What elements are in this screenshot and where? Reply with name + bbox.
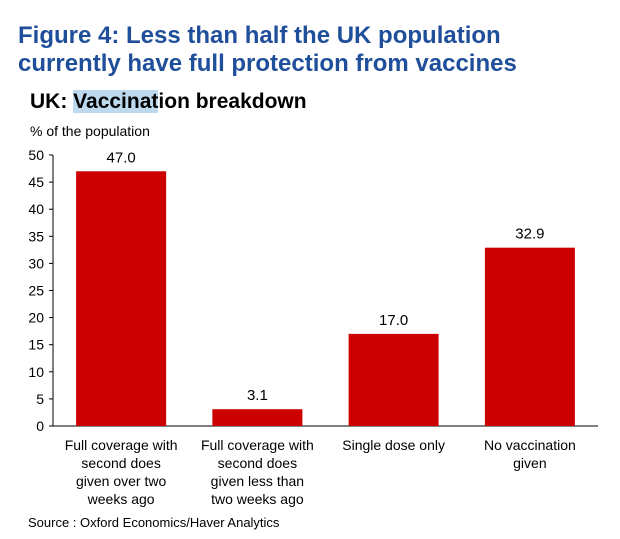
x-tick-label-line: two weeks ago bbox=[211, 491, 304, 507]
x-tick-label: Full coverage with second does given less … bbox=[201, 437, 314, 507]
x-tick-label-line: Full coverage with bbox=[201, 437, 314, 453]
x-tick-label-line: second does bbox=[218, 455, 297, 471]
x-tick-label-line: Full coverage with bbox=[65, 437, 178, 453]
source-note: Source : Oxford Economics/Haver Analytic… bbox=[28, 515, 280, 530]
chart-title-prefix: UK: bbox=[30, 90, 74, 113]
y-tick-label: 35 bbox=[28, 228, 44, 244]
x-tick-label: Full coverage with second does given over … bbox=[65, 437, 178, 507]
bar bbox=[212, 409, 303, 426]
data-label: 32.9 bbox=[515, 226, 544, 243]
x-tick-label-line: given less than bbox=[211, 473, 304, 489]
chart-title-highlight: Vaccinat bbox=[73, 90, 159, 113]
x-tick-label-line: Single dose only bbox=[342, 437, 445, 453]
x-tick-label: Single dose only bbox=[342, 437, 445, 453]
y-tick-label: 30 bbox=[28, 255, 44, 271]
y-tick-label: 50 bbox=[28, 147, 44, 163]
x-tick-label: No vaccination given bbox=[484, 437, 576, 471]
y-tick-label: 45 bbox=[28, 174, 44, 190]
x-tick-label-line: second does bbox=[81, 455, 160, 471]
bar bbox=[348, 333, 439, 426]
chart-title: UK: Vaccination breakdown bbox=[30, 90, 307, 114]
x-tick-label-line: weeks ago bbox=[87, 491, 155, 507]
data-label: 47.0 bbox=[107, 149, 136, 166]
figure-title: Figure 4: Less than half the UK populati… bbox=[18, 22, 608, 78]
figure-title-line-2: currently have full protection from vacc… bbox=[18, 50, 517, 77]
x-tick-label-line: given over two bbox=[76, 473, 166, 489]
bar bbox=[76, 171, 167, 426]
y-tick-label: 15 bbox=[28, 337, 44, 353]
figure-title-line-1: Figure 4: Less than half the UK populati… bbox=[18, 22, 501, 49]
y-tick-label: 5 bbox=[36, 391, 44, 407]
y-tick-label: 40 bbox=[28, 201, 44, 217]
y-tick-label: 25 bbox=[28, 283, 44, 299]
data-label: 17.0 bbox=[379, 312, 408, 329]
data-label: 3.1 bbox=[247, 387, 268, 404]
bar bbox=[484, 247, 575, 426]
y-tick-label: 0 bbox=[36, 418, 44, 434]
y-axis-label: % of the population bbox=[30, 123, 150, 139]
x-tick-label-line: given bbox=[513, 455, 546, 471]
x-tick-label-line: No vaccination bbox=[484, 437, 576, 453]
y-tick-label: 20 bbox=[28, 310, 44, 326]
y-tick-label: 10 bbox=[28, 364, 44, 380]
chart-title-suffix: ion breakdown bbox=[158, 90, 307, 113]
